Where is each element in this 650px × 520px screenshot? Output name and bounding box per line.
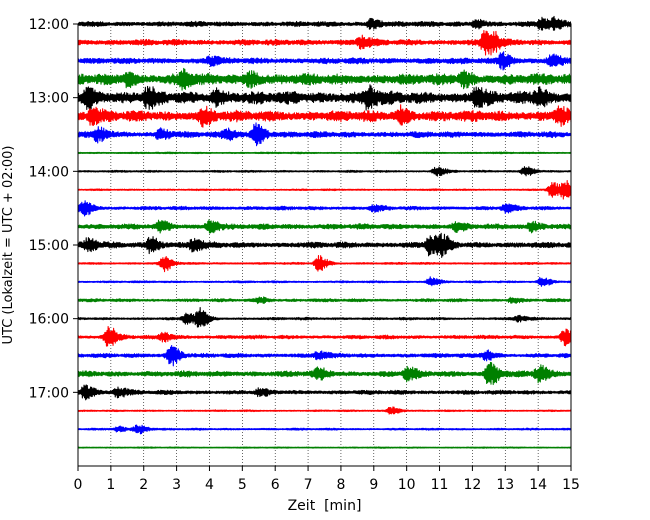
y-tick-label: 13:00 <box>29 91 69 107</box>
seismic-traces <box>77 15 572 449</box>
y-tick-label: 12:00 <box>29 17 69 33</box>
x-tick-label: 15 <box>562 477 580 493</box>
y-axis-label: UTC (Lokalzeit = UTC + 02:00) <box>1 146 16 345</box>
trace-1500 <box>77 232 572 258</box>
trace-1215 <box>77 30 572 56</box>
x-tick-label: 8 <box>336 477 345 493</box>
x-tick-label: 2 <box>139 477 148 493</box>
trace-1330 <box>77 122 572 147</box>
x-tick-label: 1 <box>106 477 115 493</box>
trace-1315 <box>77 104 572 128</box>
x-tick-label: 7 <box>304 477 313 493</box>
x-tick-label: 14 <box>529 477 547 493</box>
x-tick-label: 5 <box>238 477 247 493</box>
trace-1630 <box>77 345 572 367</box>
trace-1700 <box>77 384 572 401</box>
y-tick-label: 16:00 <box>29 312 69 328</box>
x-tick-label: 9 <box>369 477 378 493</box>
trace-1615 <box>77 325 572 347</box>
trace-1200 <box>77 15 572 31</box>
x-tick-label: 12 <box>463 477 481 493</box>
x-tick-label: 10 <box>398 477 416 493</box>
y-tick-label: 14:00 <box>29 164 69 180</box>
x-tick-label: 6 <box>271 477 280 493</box>
x-tick-label: 4 <box>205 477 214 493</box>
trace-1645 <box>77 361 572 386</box>
y-tick-label: 15:00 <box>29 238 69 254</box>
x-tick-label: 0 <box>74 477 83 493</box>
trace-1430 <box>77 200 572 217</box>
trace-1230 <box>77 51 572 71</box>
trace-1245 <box>77 67 572 91</box>
x-tick-label: 3 <box>172 477 181 493</box>
trace-1300 <box>77 84 572 111</box>
x-tick-label: 13 <box>496 477 514 493</box>
axes: 0 1 2 3 4 5 6 7 8 9 10 11 12 13 14 1512:0013:0014:0015:… <box>29 17 580 493</box>
trace-1445 <box>77 219 572 234</box>
x-tick-label: 11 <box>431 477 449 493</box>
x-axis-label: Zeit [min] <box>288 498 362 514</box>
y-tick-label: 17:00 <box>29 385 69 401</box>
